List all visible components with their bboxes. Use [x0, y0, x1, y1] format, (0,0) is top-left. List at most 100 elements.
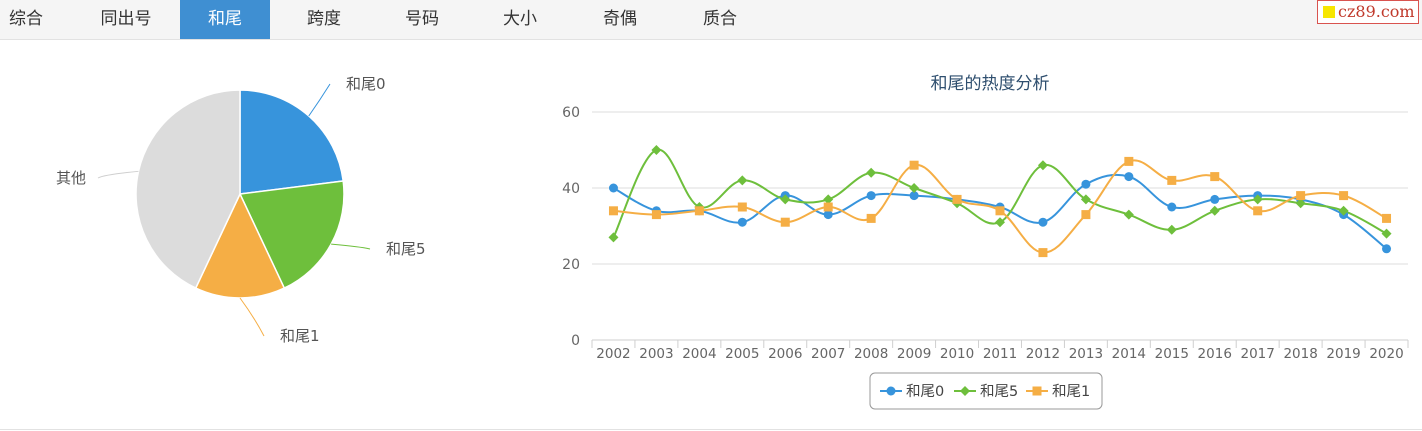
x-tick-label: 2009	[897, 346, 931, 362]
data-point[interactable]	[1382, 244, 1392, 254]
data-point[interactable]	[1038, 217, 1048, 227]
site-logo[interactable]: cz89.com	[1317, 0, 1419, 24]
tab-6[interactable]: 大小	[503, 9, 537, 29]
bottom-divider	[0, 429, 1422, 430]
legend-box	[869, 372, 1103, 410]
pie-label: 和尾5	[386, 240, 426, 258]
chart-title: 和尾的热度分析	[931, 74, 1050, 94]
data-point[interactable]	[1210, 172, 1220, 182]
data-point[interactable]	[909, 183, 920, 193]
data-point[interactable]	[866, 167, 877, 178]
data-point[interactable]	[737, 202, 747, 212]
data-point[interactable]	[1081, 210, 1091, 220]
data-point[interactable]	[651, 145, 662, 155]
pie-connector	[97, 170, 139, 179]
data-point[interactable]	[737, 217, 747, 227]
pie-connector	[308, 83, 331, 117]
pie-slice[interactable]	[194, 192, 286, 299]
y-tick-label: 20	[562, 257, 580, 273]
data-point[interactable]	[1081, 179, 1091, 189]
pie-slice[interactable]	[239, 89, 345, 195]
tab-7[interactable]: 奇偶	[603, 9, 637, 29]
data-point[interactable]	[1296, 191, 1306, 201]
data-point[interactable]	[909, 191, 919, 201]
x-tick-label: 2019	[1326, 346, 1360, 362]
x-tick-label: 2010	[940, 346, 974, 362]
legend-label[interactable]: 和尾1	[1052, 383, 1090, 400]
logo-square-icon	[1323, 6, 1335, 18]
x-tick-label: 2013	[1069, 346, 1103, 362]
data-point[interactable]	[1167, 175, 1177, 185]
tab-bar: 综合 同出号 和尾 跨度 号码 大小 奇偶 质合	[0, 0, 1422, 40]
y-tick-label: 40	[562, 181, 580, 197]
pie-slice[interactable]	[135, 89, 241, 290]
data-point[interactable]	[737, 175, 748, 186]
data-point[interactable]	[1124, 172, 1134, 182]
tab-2[interactable]: 同出号	[100, 9, 152, 29]
data-point[interactable]	[1166, 224, 1177, 235]
data-point[interactable]	[1210, 194, 1220, 204]
data-point[interactable]	[995, 206, 1005, 216]
data-point[interactable]	[1295, 198, 1306, 209]
data-point[interactable]	[1209, 205, 1220, 216]
data-point[interactable]	[1037, 160, 1048, 171]
data-point[interactable]	[1167, 202, 1177, 212]
data-point[interactable]	[823, 202, 833, 212]
pie-label: 和尾0	[346, 75, 386, 93]
data-point[interactable]	[1038, 248, 1048, 258]
data-point[interactable]	[823, 194, 834, 205]
pie-connector	[239, 297, 265, 337]
data-point[interactable]	[608, 183, 618, 193]
data-point[interactable]	[608, 232, 619, 243]
x-tick-label: 2020	[1369, 346, 1403, 362]
line-chart: 和尾的热度分析 0 20 40 60 2002 2003 2004 2005 2006 2007 20…	[562, 74, 1409, 410]
data-point[interactable]	[1080, 194, 1091, 205]
x-tick-label: 2011	[983, 346, 1017, 362]
legend-label[interactable]: 和尾5	[980, 383, 1018, 400]
data-point[interactable]	[608, 206, 618, 216]
data-point[interactable]	[1124, 156, 1134, 166]
y-tick-label: 60	[562, 105, 580, 121]
x-tick-label: 2004	[682, 346, 716, 362]
data-point[interactable]	[909, 160, 919, 170]
tab-5[interactable]: 号码	[405, 9, 439, 29]
data-point[interactable]	[1382, 213, 1392, 223]
logo-text: cz89.com	[1338, 2, 1415, 21]
x-tick-label: 2018	[1283, 346, 1317, 362]
legend-label[interactable]: 和尾0	[906, 383, 944, 400]
data-point[interactable]	[866, 213, 876, 223]
data-point[interactable]	[866, 191, 876, 201]
data-point[interactable]	[1381, 228, 1392, 239]
data-point[interactable]	[651, 210, 661, 220]
tab-8[interactable]: 质合	[703, 9, 737, 29]
x-tick-label: 2017	[1241, 346, 1275, 362]
legend-marker[interactable]	[960, 386, 970, 396]
x-tick-label: 2006	[768, 346, 802, 362]
data-point[interactable]	[1339, 191, 1349, 201]
tab-3[interactable]: 和尾	[180, 0, 270, 39]
data-point[interactable]	[952, 194, 962, 204]
tab-4[interactable]: 跨度	[307, 9, 341, 29]
x-tick-label: 2012	[1026, 346, 1060, 362]
x-tick-label: 2008	[854, 346, 888, 362]
data-point[interactable]	[823, 210, 833, 220]
legend-marker[interactable]	[886, 386, 896, 396]
data-point[interactable]	[1123, 209, 1134, 220]
x-tick-label: 2003	[639, 346, 673, 362]
data-point[interactable]	[1338, 205, 1349, 216]
x-tick-label: 2005	[725, 346, 759, 362]
legend-marker[interactable]	[1032, 386, 1042, 396]
data-point[interactable]	[1252, 194, 1263, 205]
data-point[interactable]	[995, 217, 1005, 228]
data-point[interactable]	[780, 194, 791, 205]
data-point[interactable]	[694, 206, 704, 216]
x-tick-label: 2014	[1112, 346, 1146, 362]
pie-label: 和尾1	[280, 327, 320, 345]
x-tick-label: 2016	[1198, 346, 1232, 362]
data-point[interactable]	[780, 217, 790, 227]
pie-chart: 和尾0 和尾5 和尾1 其他	[56, 75, 426, 345]
x-tick-label: 2002	[596, 346, 630, 362]
pie-connector	[331, 243, 371, 250]
tab-1[interactable]: 综合	[9, 9, 43, 29]
data-point[interactable]	[1253, 206, 1263, 216]
